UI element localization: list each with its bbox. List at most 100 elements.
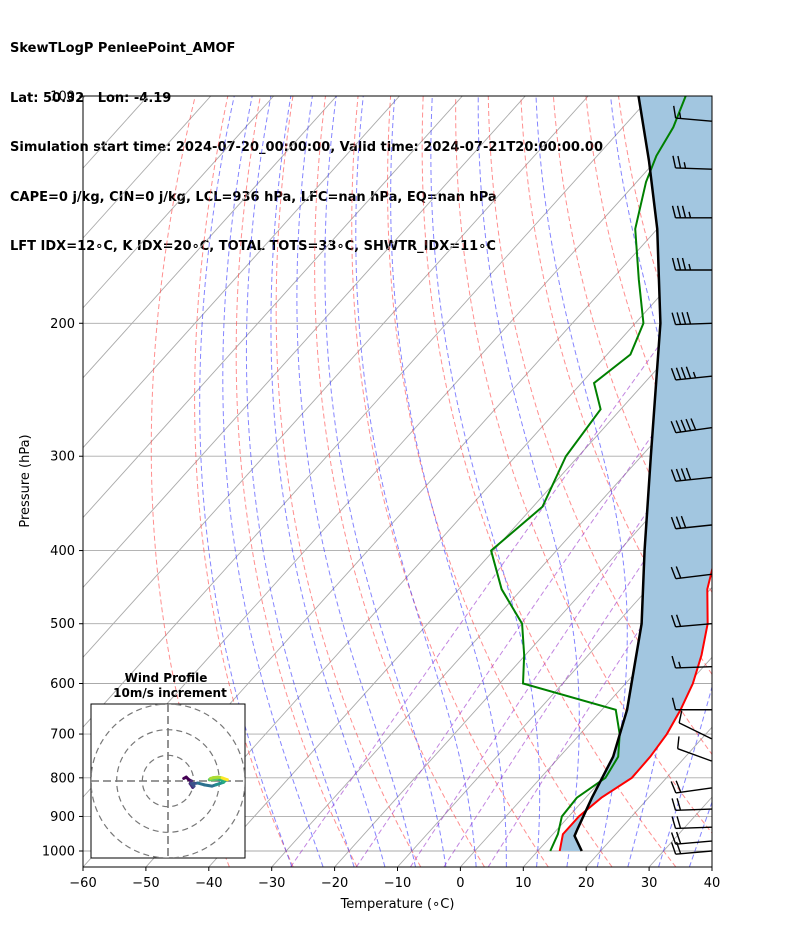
barb-feather <box>690 418 697 431</box>
barb-feather <box>671 257 677 271</box>
x-tick-label: −20 <box>321 876 348 891</box>
hodograph-inset: Wind Profile 10m/s increment <box>90 671 246 859</box>
wind-barb <box>671 697 712 711</box>
barb-shaft <box>678 722 712 740</box>
isotherm-line <box>83 96 589 659</box>
barb-feather <box>670 420 677 433</box>
wind-barb <box>670 614 712 628</box>
y-tick-label: 300 <box>50 450 75 465</box>
y-tick-label: 800 <box>50 771 75 786</box>
barb-shaft <box>675 840 712 845</box>
moist-adiabat <box>355 96 477 867</box>
barb-feather <box>672 155 677 169</box>
barb-feather <box>675 468 682 481</box>
x-tick-label: 40 <box>704 876 721 891</box>
barb-feather <box>670 614 677 628</box>
barb-half-feather <box>688 211 692 219</box>
dry-adiabat <box>275 96 422 867</box>
barb-shaft <box>675 850 712 855</box>
barb-feather <box>685 418 692 431</box>
barb-feather <box>670 469 677 482</box>
title-line-3: Simulation start time: 2024-07-20_00:00:… <box>10 140 603 155</box>
barb-feather <box>680 419 687 432</box>
x-tick-label: 30 <box>641 876 658 891</box>
x-tick-label: 10 <box>515 876 532 891</box>
barb-feather <box>675 420 682 433</box>
barb-feather <box>675 566 682 579</box>
barb-shaft <box>675 573 712 580</box>
isotherm-line <box>83 96 652 728</box>
barb-feather <box>680 468 687 481</box>
barb-half-feather <box>683 162 687 169</box>
isotherm-line <box>145 237 712 867</box>
barb-shaft <box>675 117 712 122</box>
hodograph-segment <box>223 777 229 782</box>
barb-feather <box>671 816 677 829</box>
barb-shaft <box>675 167 712 170</box>
x-tick-label: −40 <box>195 876 222 891</box>
barb-feather <box>676 312 682 325</box>
isotherm-line <box>775 96 794 867</box>
barb-feather <box>677 155 682 169</box>
barb-feather <box>675 614 682 627</box>
moist-adiabat <box>324 96 447 867</box>
dewpoint-line <box>489 96 687 852</box>
chart-title-block: SkewTLogP PenleePoint_AMOF Lat: 50.32 Lo… <box>10 8 603 272</box>
wind-barb <box>671 205 712 219</box>
dry-adiabat <box>487 96 712 756</box>
mixing-ratio-line <box>443 458 712 867</box>
wind-barbs <box>670 105 712 855</box>
moist-adiabat <box>270 96 386 867</box>
hodograph-title: Wind Profile <box>125 671 208 685</box>
barb-shaft <box>675 665 712 669</box>
y-tick-label: 500 <box>50 617 75 632</box>
dry-adiabat <box>716 96 794 867</box>
barb-shaft <box>675 427 712 434</box>
barb-feather <box>676 257 682 271</box>
barb-feather <box>678 710 683 724</box>
isotherm-line <box>83 96 212 239</box>
dry-adiabat <box>314 96 485 867</box>
barb-shaft <box>675 322 712 326</box>
moist-adiabat <box>658 96 712 867</box>
wind-barb <box>670 831 712 845</box>
wind-barb <box>676 736 712 762</box>
parcel-shade <box>559 96 712 851</box>
isotherm-line <box>83 96 463 519</box>
barb-feather <box>670 566 677 579</box>
wind-barb <box>671 798 712 812</box>
barb-shaft <box>675 476 712 482</box>
temperature-line <box>558 566 712 852</box>
dry-adiabat <box>387 96 613 867</box>
x-tick-label: −30 <box>258 876 285 891</box>
isotherm-line <box>585 726 712 867</box>
wind-barb <box>670 366 712 381</box>
isotherm-grid <box>83 96 794 867</box>
barb-shaft <box>675 826 712 830</box>
moist-adiabat <box>222 96 324 867</box>
x-tick-label: −10 <box>384 876 411 891</box>
x-tick-label: −60 <box>69 876 96 891</box>
dry-adiabat <box>351 96 549 867</box>
moist-adiabat <box>477 96 580 867</box>
barb-feather <box>680 367 687 380</box>
barb-feather <box>680 515 687 528</box>
barb-feather <box>671 655 677 669</box>
dry-adiabat <box>235 96 358 867</box>
wind-barb <box>670 418 712 434</box>
barb-feather <box>670 368 677 381</box>
isotherm-line <box>83 96 526 589</box>
dry-adiabat <box>618 96 712 419</box>
barb-feather <box>670 832 677 845</box>
barb-feather <box>675 831 682 844</box>
moist-adiabat <box>720 96 794 867</box>
moist-adiabat <box>199 96 293 867</box>
moist-adiabat <box>245 96 355 867</box>
wind-barb <box>670 467 712 482</box>
barb-feather <box>671 205 677 219</box>
wind-barb <box>670 566 712 580</box>
moist-adiabat <box>390 96 507 867</box>
isotherm-line <box>711 866 712 867</box>
barb-feather <box>676 816 682 829</box>
